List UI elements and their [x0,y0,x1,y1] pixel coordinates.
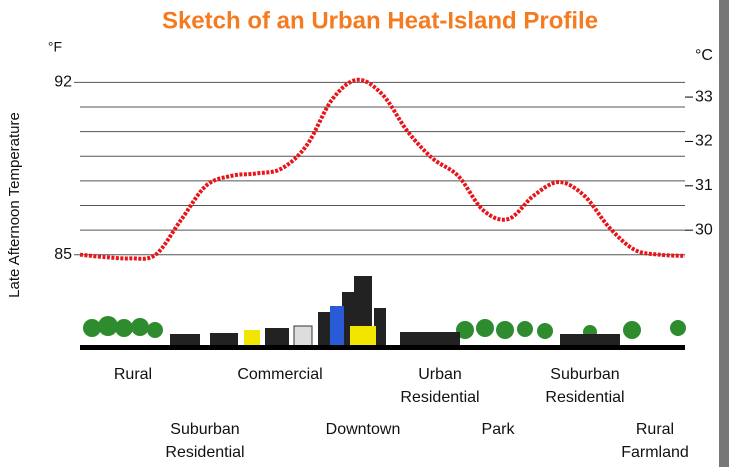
zone-label: Park [482,421,516,438]
zone-label: Residential [545,389,624,406]
zone-label: Suburban [170,421,239,438]
page: {"chart_data": {"type": "line", "title":… [0,0,729,467]
zone-label: Commercial [237,366,322,383]
y-tick-label: 92 [54,74,72,91]
y-tick-label: 85 [54,246,72,263]
window-border [719,0,729,467]
chart-title: Sketch of an Urban Heat-Island Profile [162,7,598,34]
zone-label: Urban [418,366,462,383]
zone-label: Residential [400,389,479,406]
y2-tick-label: 32 [695,133,713,150]
zone-label: Farmland [621,444,689,461]
y2-tick-label: 31 [695,177,713,194]
zone-label: Downtown [326,421,401,438]
y2-tick-label: 33 [695,88,713,105]
zone-label: Rural [114,366,152,383]
y-unit: °F [48,39,62,55]
zone-label: Suburban [550,366,619,383]
y-axis-label: Late Afternoon Temperature [6,112,23,298]
y2-tick-label: 30 [695,221,713,238]
zone-label: Residential [165,444,244,461]
y2-unit: °C [695,47,713,64]
zone-label: Rural [636,421,674,438]
chart: Sketch of an Urban Heat-Island Profile °… [0,0,729,467]
skyline [80,276,686,350]
